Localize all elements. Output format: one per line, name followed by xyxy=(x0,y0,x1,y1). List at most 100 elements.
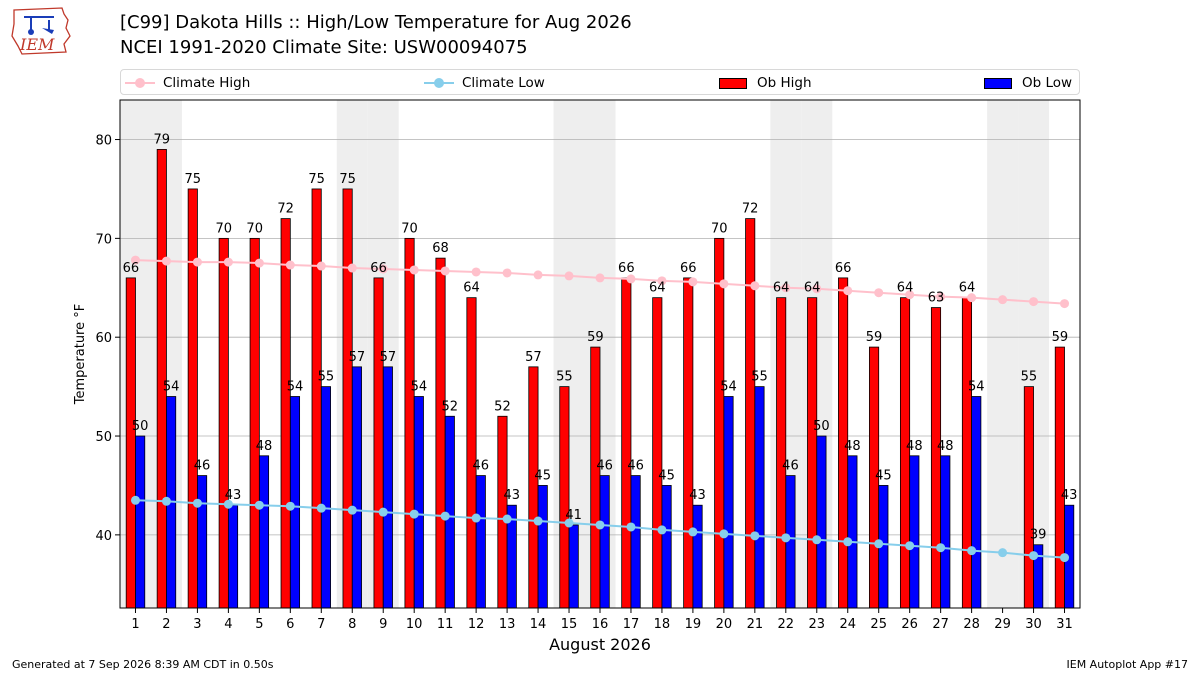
ob-low-value-label: 54 xyxy=(163,379,180,394)
ob-high-value-label: 70 xyxy=(711,221,728,236)
ob-low-value-label: 54 xyxy=(287,379,304,394)
ob-low-bar xyxy=(599,475,610,609)
climate-low-point xyxy=(471,513,481,523)
ob-low-bar xyxy=(568,524,579,609)
x-tick-label: 10 xyxy=(406,617,423,632)
climate-high-line-icon xyxy=(125,74,155,92)
climate-low-point xyxy=(533,516,543,526)
climate-low-point xyxy=(192,498,202,508)
ob-high-bar xyxy=(1054,346,1065,609)
ob-high-bar xyxy=(497,415,508,609)
y-tick-label: 60 xyxy=(95,331,112,346)
ob-high-bar xyxy=(187,188,198,609)
climate-low-point xyxy=(812,535,822,545)
ob-high-bar xyxy=(961,297,973,609)
climate-low-point xyxy=(626,522,636,532)
ob-high-bar xyxy=(559,386,570,609)
ob-high-value-label: 64 xyxy=(804,281,821,296)
ob-high-bar xyxy=(218,237,229,609)
legend: Climate High Climate Low Ob High Ob Low xyxy=(120,69,1080,95)
climate-low-point xyxy=(657,525,667,535)
climate-low-point xyxy=(719,529,729,539)
climate-high-point xyxy=(502,268,512,278)
climate-high-point xyxy=(1060,299,1070,309)
x-tick-label: 28 xyxy=(963,617,980,632)
climate-high-point xyxy=(781,283,791,293)
ob-low-value-label: 46 xyxy=(782,459,799,474)
ob-high-value-label: 70 xyxy=(401,221,418,236)
climate-low-point xyxy=(161,496,171,506)
ob-high-value-label: 66 xyxy=(370,261,387,276)
climate-high-point xyxy=(998,295,1008,305)
chart-title: [C99] Dakota Hills :: High/Low Temperatu… xyxy=(120,12,632,33)
ob-high-bar xyxy=(373,277,384,609)
x-tick-label: 15 xyxy=(561,617,578,632)
ob-low-value-label: 57 xyxy=(380,350,397,365)
climate-high-point xyxy=(657,276,667,286)
climate-low-point xyxy=(316,503,326,513)
logo-text: IEM xyxy=(19,35,55,54)
ob-high-value-label: 59 xyxy=(866,330,883,345)
climate-low-point xyxy=(998,548,1008,558)
climate-low-point xyxy=(967,546,977,556)
ob-low-value-label: 50 xyxy=(813,419,830,434)
ob-high-bar xyxy=(683,277,694,609)
ob-low-value-label: 54 xyxy=(968,379,985,394)
climate-high-point xyxy=(905,290,915,300)
climate-high-point xyxy=(843,286,853,296)
climate-low-point xyxy=(254,500,264,510)
x-tick-label: 23 xyxy=(809,617,826,632)
climate-high-point xyxy=(1029,297,1039,307)
y-tick-label: 70 xyxy=(95,232,112,247)
climate-high-point xyxy=(192,257,202,267)
climate-low-point xyxy=(843,537,853,547)
ob-high-bar xyxy=(249,237,260,609)
ob-high-value-label: 70 xyxy=(215,221,232,236)
x-tick-label: 31 xyxy=(1056,617,1073,632)
footer-generated: Generated at 7 Sep 2026 8:39 AM CDT in 0… xyxy=(12,658,274,671)
ob-high-value-label: 75 xyxy=(185,172,202,187)
ob-low-value-label: 46 xyxy=(194,459,211,474)
climate-high-point xyxy=(626,274,636,284)
ob-low-value-label: 46 xyxy=(473,459,490,474)
legend-climate-high: Climate High xyxy=(125,74,250,92)
ob-low-bar xyxy=(382,366,393,609)
x-tick-label: 5 xyxy=(255,617,263,632)
climate-high-point xyxy=(595,273,605,283)
climate-low-point xyxy=(688,527,698,537)
x-tick-label: 7 xyxy=(317,617,325,632)
ob-high-value-label: 55 xyxy=(1021,370,1038,385)
ob-low-value-label: 54 xyxy=(720,379,737,394)
legend-climate-high-label: Climate High xyxy=(163,75,251,91)
ob-low-value-label: 55 xyxy=(751,370,768,385)
climate-high-point xyxy=(254,258,264,268)
legend-ob-high: Ob High xyxy=(719,74,812,92)
ob-high-value-label: 66 xyxy=(835,261,852,276)
climate-high-point xyxy=(688,277,698,287)
climate-low-point xyxy=(1060,553,1070,563)
climate-low-point xyxy=(936,543,946,553)
ob-high-value-label: 72 xyxy=(277,202,294,217)
ob-high-value-label: 66 xyxy=(618,261,635,276)
ob-high-value-label: 68 xyxy=(432,241,449,256)
x-tick-label: 12 xyxy=(468,617,485,632)
ob-high-bar xyxy=(745,218,756,609)
climate-high-point xyxy=(564,271,574,281)
x-tick-label: 30 xyxy=(1025,617,1042,632)
x-tick-label: 26 xyxy=(901,617,918,632)
climate-low-point xyxy=(781,533,791,543)
climate-high-point xyxy=(161,256,171,266)
ob-high-value-label: 59 xyxy=(587,330,604,345)
ob-low-value-label: 57 xyxy=(349,350,366,365)
ob-low-value-label: 48 xyxy=(906,439,923,454)
ob-high-value-label: 57 xyxy=(525,350,542,365)
ob-high-bar xyxy=(621,277,632,609)
ob-low-value-label: 43 xyxy=(689,488,706,503)
climate-high-point xyxy=(750,281,760,291)
ob-high-bar xyxy=(404,237,415,609)
ob-high-value-label: 64 xyxy=(649,281,666,296)
climate-high-point xyxy=(533,270,543,280)
ob-low-value-label: 48 xyxy=(256,439,273,454)
x-tick-label: 17 xyxy=(623,617,640,632)
